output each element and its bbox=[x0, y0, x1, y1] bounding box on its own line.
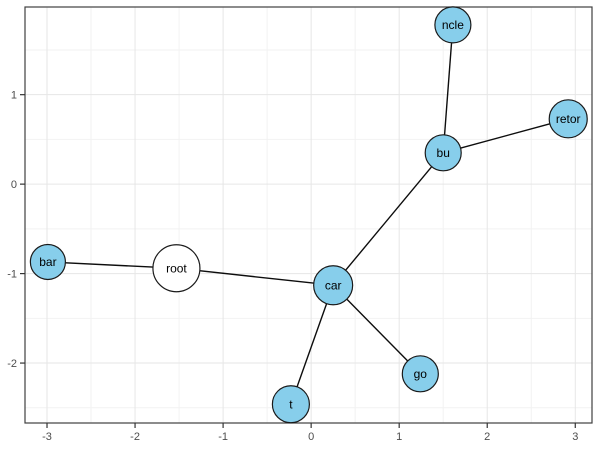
x-axis-tick-label: -3 bbox=[42, 431, 52, 443]
node-bar bbox=[29, 243, 66, 281]
node-label-t: t bbox=[289, 397, 293, 411]
x-axis-tick-label: 3 bbox=[572, 431, 578, 443]
edge-car-t bbox=[290, 284, 334, 405]
node-label-bar: bar bbox=[39, 255, 56, 269]
node-t bbox=[271, 385, 310, 424]
x-axis-tick-label: -1 bbox=[218, 431, 228, 443]
node-label-root: root bbox=[166, 261, 187, 275]
edge-bu-retor bbox=[443, 118, 569, 154]
node-label-ncle: ncle bbox=[442, 18, 464, 32]
node-car bbox=[313, 265, 354, 306]
node-label-go: go bbox=[414, 367, 428, 381]
x-axis-tick-label: 1 bbox=[396, 431, 402, 443]
node-go bbox=[401, 355, 439, 393]
y-axis-tick-label: -2 bbox=[7, 358, 17, 370]
y-axis-tick-label: -1 bbox=[7, 269, 17, 281]
edge-car-bu bbox=[332, 152, 444, 286]
edge-root-car bbox=[176, 267, 334, 286]
node-label-bu: bu bbox=[437, 146, 450, 160]
x-axis-tick-label: 2 bbox=[484, 431, 490, 443]
panel-border bbox=[24, 6, 593, 424]
node-bu bbox=[424, 134, 462, 172]
y-axis-tick-label: 0 bbox=[11, 179, 17, 191]
x-axis-tick-label: 0 bbox=[308, 431, 314, 443]
node-label-car: car bbox=[325, 278, 342, 292]
edge-bu-ncle bbox=[442, 24, 454, 153]
y-axis-tick-label: 1 bbox=[11, 90, 17, 102]
edge-car-go bbox=[332, 284, 421, 375]
node-retor bbox=[548, 99, 588, 139]
node-ncle bbox=[434, 6, 472, 44]
x-axis-tick-label: -2 bbox=[130, 431, 140, 443]
node-root bbox=[152, 244, 201, 293]
node-label-retor: retor bbox=[556, 112, 581, 126]
